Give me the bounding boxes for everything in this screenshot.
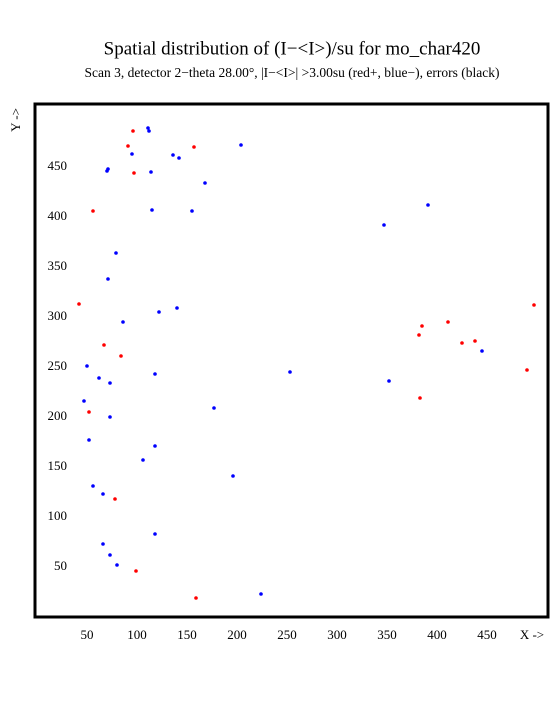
- x-tick-label: 100: [127, 627, 147, 642]
- point: [259, 592, 263, 596]
- point: [149, 170, 153, 174]
- point: [87, 438, 91, 442]
- x-tick-label: 200: [227, 627, 247, 642]
- point: [102, 343, 106, 347]
- point: [91, 209, 95, 213]
- point: [153, 444, 157, 448]
- point: [150, 208, 154, 212]
- point: [132, 171, 136, 175]
- y-tick-label: 350: [48, 258, 68, 273]
- point: [480, 349, 484, 353]
- point: [101, 492, 105, 496]
- point: [194, 596, 198, 600]
- x-tick-label: 300: [327, 627, 347, 642]
- point: [106, 277, 110, 281]
- point: [126, 144, 130, 148]
- point: [108, 381, 112, 385]
- point: [175, 306, 179, 310]
- point: [190, 209, 194, 213]
- x-tick-label: 350: [377, 627, 397, 642]
- x-tick-label: 150: [177, 627, 197, 642]
- point: [387, 379, 391, 383]
- point: [147, 129, 151, 133]
- point: [105, 169, 109, 173]
- y-tick-label: 400: [48, 208, 68, 223]
- x-tick-label: 400: [427, 627, 447, 642]
- point: [97, 376, 101, 380]
- point: [85, 364, 89, 368]
- y-axis-label: Y ->: [8, 108, 23, 132]
- point: [114, 251, 118, 255]
- point: [420, 324, 424, 328]
- point: [177, 156, 181, 160]
- point: [157, 310, 161, 314]
- point: [77, 302, 81, 306]
- point: [153, 532, 157, 536]
- point: [101, 542, 105, 546]
- y-tick-label: 450: [48, 158, 68, 173]
- point: [141, 458, 145, 462]
- point: [121, 320, 125, 324]
- point: [131, 129, 135, 133]
- point: [203, 181, 207, 185]
- point: [134, 569, 138, 573]
- chart-subtitle: Scan 3, detector 2−theta 28.00°, |I−<I>|…: [85, 65, 500, 80]
- y-tick-label: 50: [54, 558, 67, 573]
- point: [171, 153, 175, 157]
- point: [91, 484, 95, 488]
- point: [473, 339, 477, 343]
- point: [87, 410, 91, 414]
- x-tick-label: 250: [277, 627, 297, 642]
- point: [426, 203, 430, 207]
- point: [382, 223, 386, 227]
- point: [146, 126, 150, 130]
- point: [212, 406, 216, 410]
- point: [130, 152, 134, 156]
- chart-title: Spatial distribution of (I−<I>)/su for m…: [104, 38, 481, 59]
- x-tick-label: 450: [477, 627, 497, 642]
- y-tick-label: 250: [48, 358, 68, 373]
- point: [108, 415, 112, 419]
- point: [446, 320, 450, 324]
- point: [153, 372, 157, 376]
- point: [418, 396, 422, 400]
- y-tick-label: 150: [48, 458, 68, 473]
- point: [525, 368, 529, 372]
- point: [119, 354, 123, 358]
- x-axis-label: X ->: [520, 627, 544, 642]
- y-tick-label: 200: [48, 408, 68, 423]
- point: [113, 497, 117, 501]
- x-tick-label: 50: [81, 627, 94, 642]
- y-tick-label: 300: [48, 308, 68, 323]
- point: [532, 303, 536, 307]
- point: [82, 399, 86, 403]
- point: [192, 145, 196, 149]
- point: [417, 333, 421, 337]
- point: [460, 341, 464, 345]
- y-tick-label: 100: [48, 508, 68, 523]
- point: [231, 474, 235, 478]
- point: [108, 553, 112, 557]
- point: [115, 563, 119, 567]
- point: [239, 143, 243, 147]
- plot-frame: [33, 102, 550, 619]
- point: [288, 370, 292, 374]
